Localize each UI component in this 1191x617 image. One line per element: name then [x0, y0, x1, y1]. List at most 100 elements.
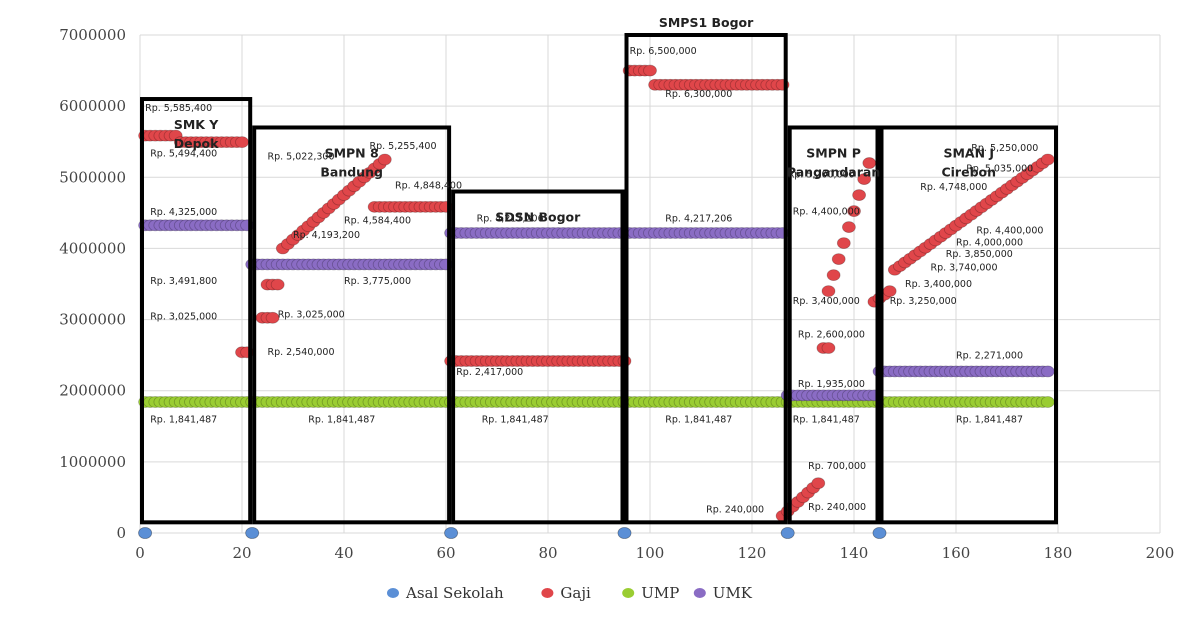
salary-annotation: Rp. 6,300,000 [665, 89, 732, 100]
salary-annotation: Rp. 4,217,206 [477, 213, 544, 224]
salary-annotation: Rp. 2,540,000 [268, 347, 335, 358]
data-series [138, 64, 1055, 539]
x-tick-label: 180 [1044, 544, 1073, 562]
legend-label: Gaji [560, 584, 591, 602]
legend-item: Gaji [541, 584, 591, 602]
region-label: SDSN Bogor [495, 210, 581, 225]
x-axis-ticks: 0 20 40 60 80 100 120 140 160 180 200 [135, 544, 1174, 562]
x-tick-label: 0 [135, 544, 145, 562]
x-tick-label: 200 [1146, 544, 1175, 562]
salary-annotation: Rp. 3,775,000 [344, 276, 411, 287]
data-point [270, 278, 285, 291]
salary-annotation: Rp. 4,848,400 [395, 181, 462, 192]
legend-marker [693, 588, 706, 598]
series-gaji [138, 64, 1055, 522]
school-region: SDSN Bogor [451, 189, 625, 525]
salary-annotation: Rp. 3,491,800 [150, 276, 217, 287]
school-region: SMPS1 Bogor [624, 15, 788, 525]
data-point [245, 527, 260, 539]
data-point [847, 205, 861, 217]
data-point [842, 221, 856, 233]
salary-annotation: Rp. 1,841,487 [482, 415, 549, 426]
salary-annotations: Rp. 5,585,400 Rp. 5,494,400 Rp. 4,325,000 R… [145, 46, 1043, 515]
salary-annotation: Rp. 5,494,400 [150, 149, 217, 160]
data-point [836, 237, 851, 249]
y-tick-label: 7000000 [59, 26, 126, 44]
school-region: SMPN P Pangandaran [787, 125, 880, 525]
school-region: SMPN 8 Bandung [252, 125, 452, 525]
data-point [1040, 396, 1055, 408]
data-point [265, 311, 280, 324]
salary-annotation: Rp. 2,271,000 [956, 351, 1023, 362]
data-point [872, 527, 887, 539]
salary-annotation: Rp. 6,500,000 [630, 46, 697, 57]
legend-label: UMP [641, 584, 679, 602]
grid-lines [139, 34, 1161, 534]
data-point [138, 527, 153, 539]
x-tick-label: 160 [942, 544, 971, 562]
data-point [643, 64, 657, 77]
region-label: SMPN P [806, 145, 861, 160]
legend-label: UMK [713, 584, 753, 602]
legend-item: UMP [622, 584, 679, 602]
salary-annotation: Rp. 1,935,000 [798, 379, 865, 390]
salary-annotation: Rp. 240,000 [808, 502, 866, 513]
salary-annotation: Rp. 1,841,487 [793, 415, 860, 426]
legend-marker [541, 588, 554, 598]
region-box [624, 33, 788, 525]
region-label: SMAN J [943, 145, 994, 160]
legend-item: Asal Sekolah [387, 584, 504, 602]
salary-annotation: Rp. 240,000 [706, 504, 764, 515]
legend: Asal Sekolah Gaji UMP UMK [387, 584, 753, 602]
salary-annotation: Rp. 2,417,000 [456, 367, 523, 378]
data-point [857, 173, 872, 185]
school-region: SMK Y Depok [140, 97, 253, 525]
salary-annotation: Rp. 5,255,400 [370, 141, 437, 152]
legend-marker [387, 588, 399, 598]
salary-annotation: Rp. 5,035,000 [966, 164, 1033, 175]
region-label: Depok [174, 136, 219, 151]
salary-annotation: Rp. 5,200,000 [788, 169, 855, 180]
x-tick-label: 40 [334, 544, 353, 562]
salary-annotation: Rp. 4,217,206 [665, 213, 732, 224]
salary-annotation: Rp. 1,841,487 [308, 415, 375, 426]
salary-annotation: Rp. 700,000 [808, 461, 866, 472]
legend-label: Asal Sekolah [405, 584, 504, 602]
region-label: SMPS1 Bogor [659, 15, 754, 30]
salary-annotation: Rp. 4,584,400 [344, 216, 411, 227]
y-tick-label: 1000000 [59, 453, 126, 471]
data-point [826, 269, 841, 282]
data-point [444, 527, 459, 539]
data-point [617, 527, 632, 539]
y-tick-label: 5000000 [59, 168, 126, 186]
salary-annotation: Rp. 3,740,000 [931, 262, 998, 273]
school-region: SMAN J Cirebon [879, 125, 1058, 525]
salary-annotation: Rp. 5,585,400 [145, 103, 212, 114]
data-point [821, 342, 836, 354]
data-point [831, 253, 846, 266]
salary-annotation: Rp. 3,400,000 [793, 296, 860, 307]
data-point [811, 477, 826, 490]
x-tick-label: 20 [232, 544, 251, 562]
data-point [1040, 365, 1055, 378]
y-tick-label: 0 [116, 524, 126, 542]
x-tick-label: 100 [636, 544, 665, 562]
salary-annotation: Rp. 3,250,000 [890, 296, 957, 307]
data-point [235, 136, 249, 149]
legend-marker [622, 588, 635, 598]
salary-annotation: Rp. 3,850,000 [946, 249, 1013, 260]
salary-annotation: Rp. 4,400,000 [793, 206, 860, 217]
y-tick-label: 4000000 [59, 239, 126, 257]
region-box [252, 125, 452, 525]
region-box [451, 189, 625, 525]
salary-annotation: Rp. 4,193,200 [293, 230, 360, 241]
salary-annotation: Rp. 1,841,487 [150, 415, 217, 426]
region-label: Cirebon [941, 164, 996, 179]
region-box [787, 125, 880, 525]
y-axis-ticks: 0 1000000 2000000 3000000 4000000 5000000 6000… [59, 26, 126, 542]
data-point [821, 285, 836, 298]
series-ump [138, 396, 1055, 408]
salary-annotation: Rp. 1,841,487 [956, 415, 1023, 426]
data-point [1040, 153, 1055, 166]
